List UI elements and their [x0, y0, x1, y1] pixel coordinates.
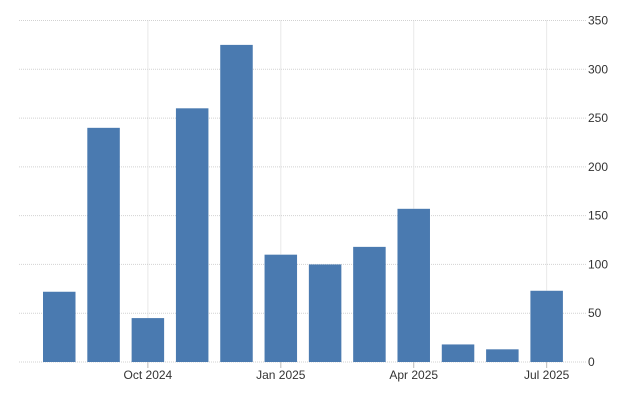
- svg-text:300: 300: [588, 62, 608, 76]
- svg-text:50: 50: [588, 306, 602, 320]
- svg-text:Apr 2025: Apr 2025: [389, 368, 438, 382]
- svg-text:0: 0: [588, 355, 595, 369]
- svg-text:350: 350: [588, 14, 608, 28]
- svg-text:Jan 2025: Jan 2025: [256, 368, 306, 382]
- svg-text:150: 150: [588, 209, 608, 223]
- svg-text:200: 200: [588, 160, 608, 174]
- svg-text:Oct 2024: Oct 2024: [124, 368, 173, 382]
- svg-text:Jul 2025: Jul 2025: [524, 368, 570, 382]
- svg-text:250: 250: [588, 111, 608, 125]
- svg-text:100: 100: [588, 257, 608, 271]
